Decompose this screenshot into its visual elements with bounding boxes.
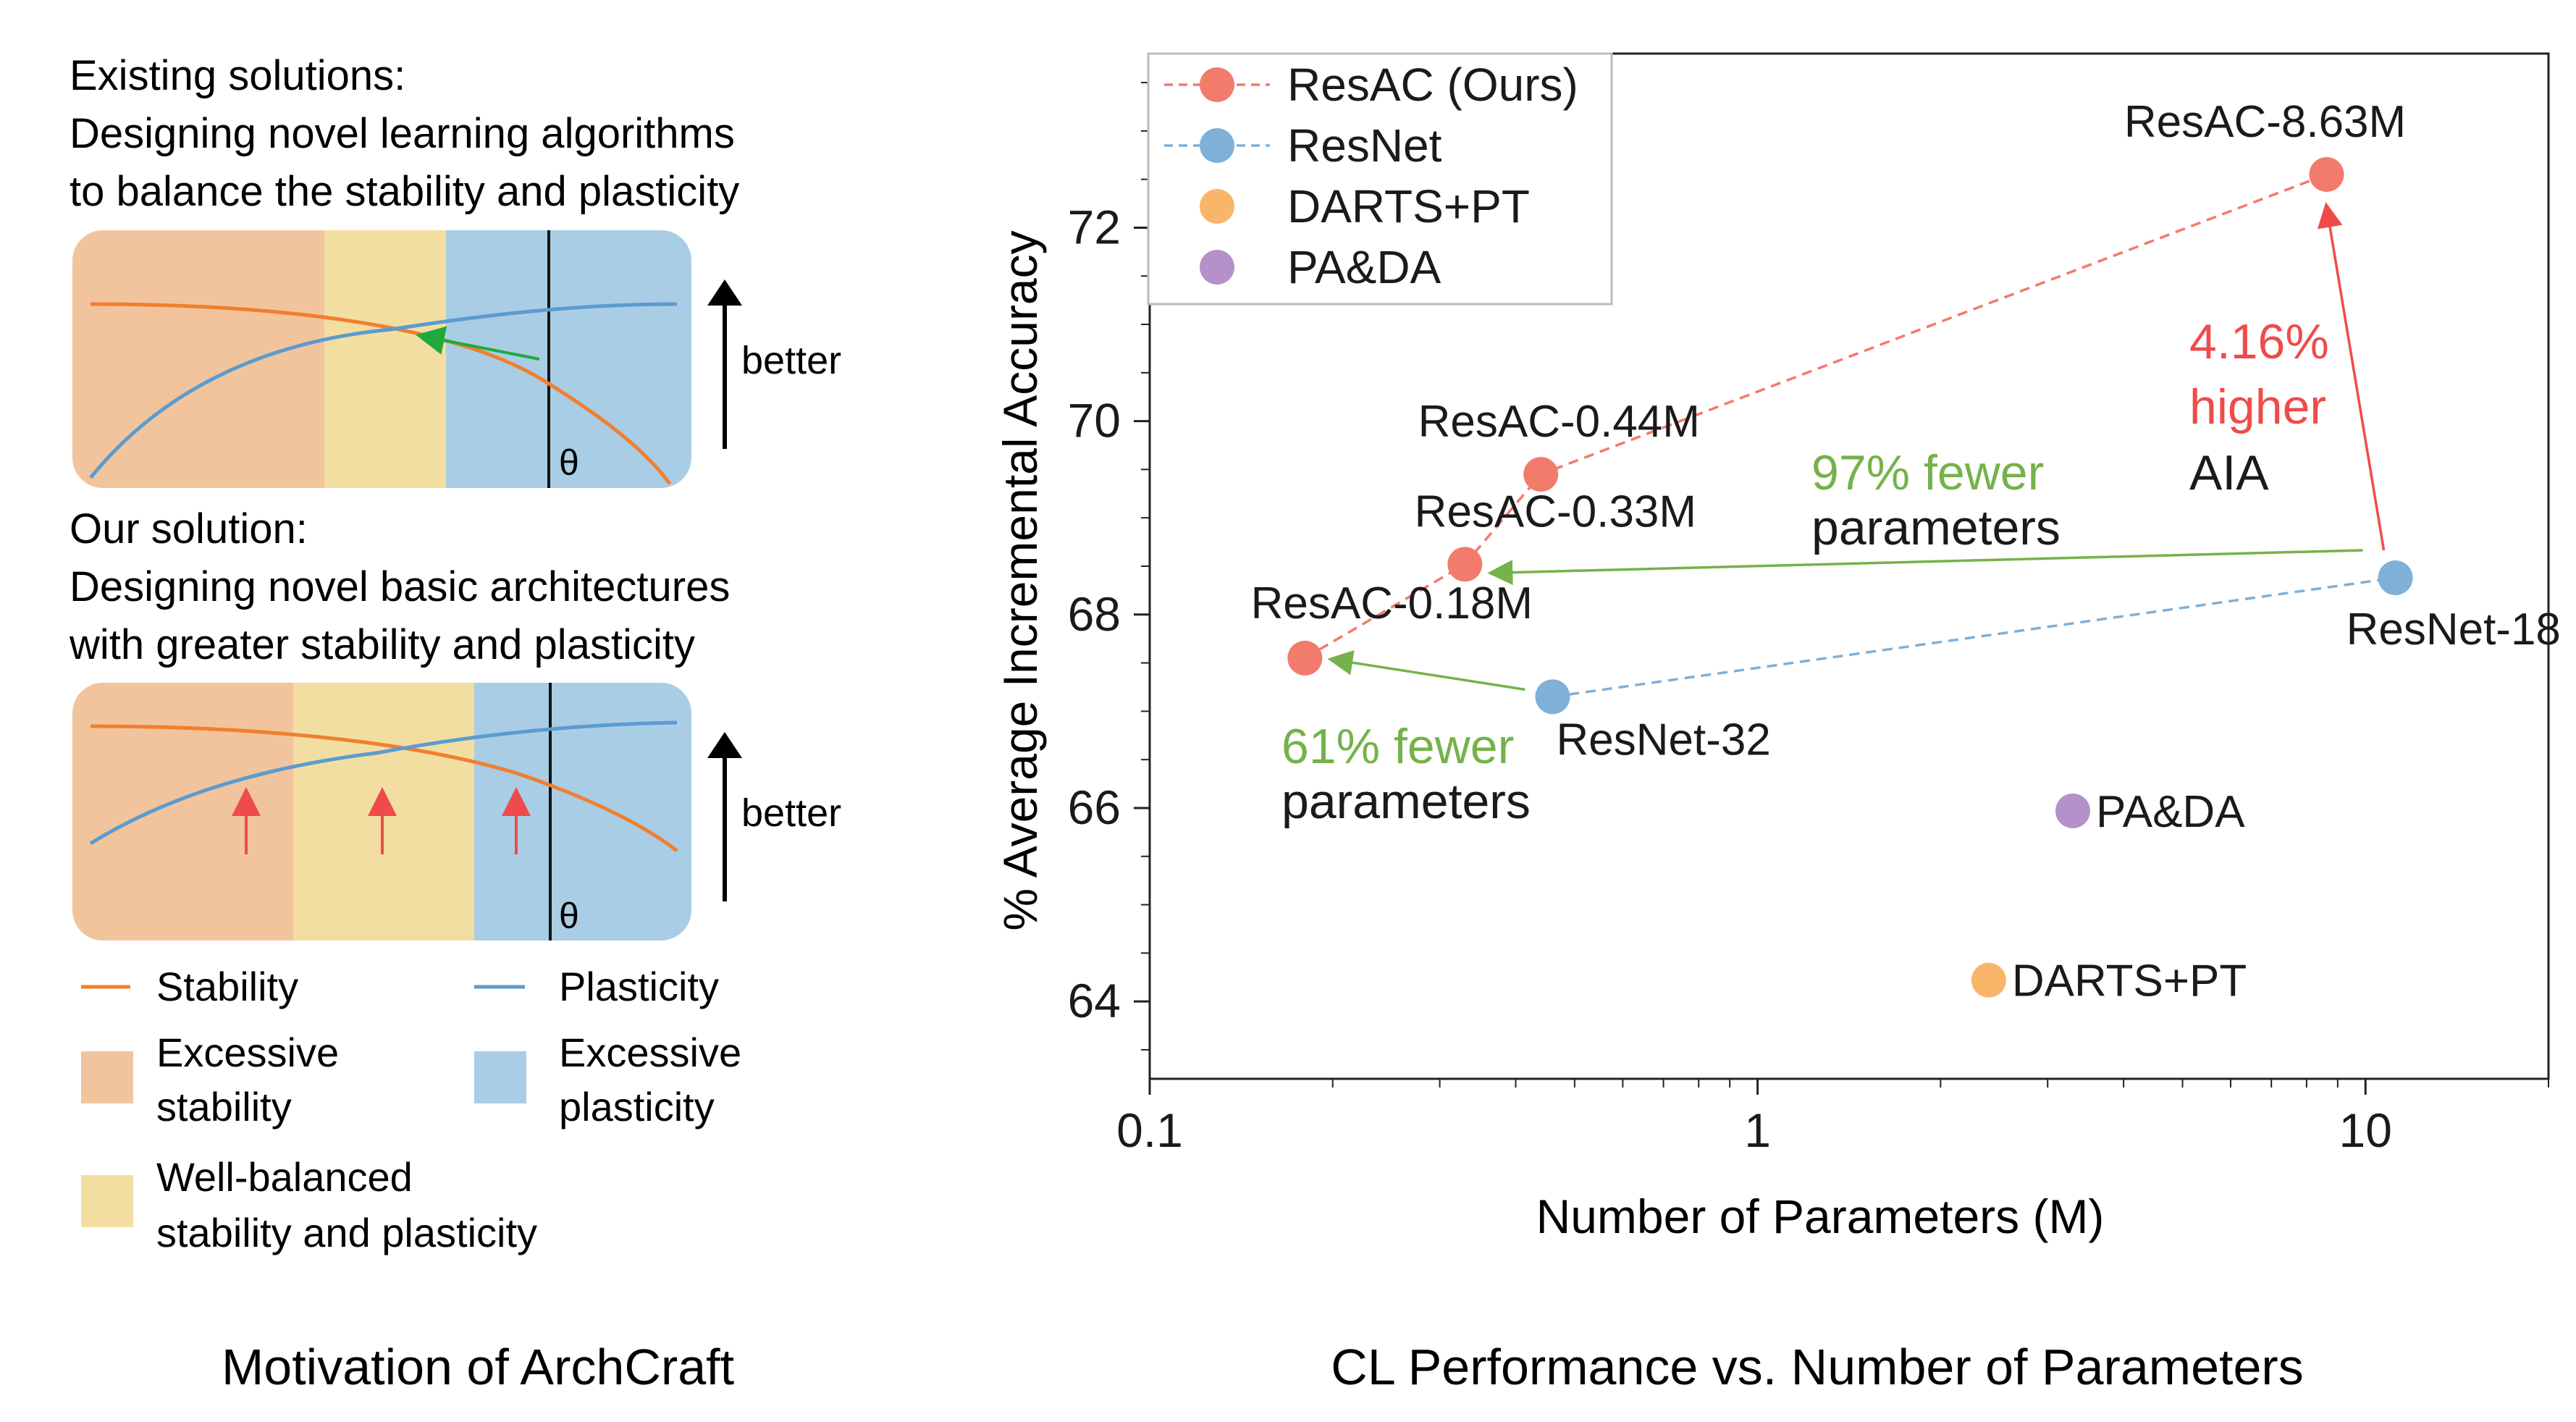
excessive-stability-label-2: stability [156, 1084, 292, 1129]
y-tick-label: 68 [1068, 587, 1121, 641]
data-label: PA&DA [2096, 787, 2245, 837]
legend-label: PA&DA [1287, 241, 1441, 293]
excessive-plasticity-swatch [474, 1051, 526, 1103]
data-label: ResAC-0.44M [1418, 397, 1700, 447]
stability-curve [90, 302, 672, 485]
shift-arrow [416, 326, 540, 361]
theta-label: θ [559, 896, 579, 936]
legend-marker [1200, 128, 1234, 163]
y-tick-label: 66 [1068, 781, 1121, 834]
excessive-plasticity-region [446, 230, 691, 488]
plasticity-curve [89, 302, 678, 479]
chart-panel: 0.1 1 10 64 66 68 70 72 Number of Parameters (… [993, 52, 2561, 1395]
better-label: better [741, 339, 841, 382]
fewer97-label-line2: parameters [1811, 500, 2061, 555]
existing-solutions-title: Existing solutions: [70, 52, 405, 99]
data-label: ResAC-8.63M [2124, 97, 2406, 147]
theta-label: θ [559, 442, 579, 483]
legend-marker [1200, 250, 1234, 285]
legend-items: ResAC (Ours) ResNet DARTS+PT PA&DA [1164, 59, 1578, 293]
excessive-stability-swatch [81, 1051, 133, 1103]
data-label: ResNet-32 [1556, 715, 1770, 765]
better-label: better [741, 791, 841, 835]
motivation-legend: Stability Plasticity Excessive stability… [81, 964, 741, 1255]
y-axis: 64 66 68 70 72 [1068, 82, 1150, 1051]
legend-label: ResNet [1287, 119, 1442, 172]
well-balanced-swatch [81, 1175, 133, 1227]
our-solution-diagram: θ better [72, 683, 841, 941]
excessive-plasticity-label-1: Excessive [559, 1030, 741, 1075]
series-line [1552, 576, 2396, 699]
our-solution-line1: Designing novel basic architectures [70, 563, 730, 610]
data-points [1287, 156, 2413, 998]
chart-legend: ResAC (Ours) ResNet DARTS+PT PA&DA [1147, 52, 1613, 306]
chart-caption: CL Performance vs. Number of Parameters [1331, 1339, 2303, 1395]
legend-marker [1200, 189, 1234, 224]
point-labels: ResAC-0.18M ResAC-0.33M ResAC-0.44M ResAC-8… [1251, 97, 2561, 1006]
higher-label-line3: AIA [2189, 445, 2269, 500]
data-label: ResNet-18 [2346, 605, 2561, 655]
data-point [1447, 547, 1483, 582]
existing-solutions-line1: Designing novel learning algorithms [70, 110, 735, 157]
data-label: ResAC-0.18M [1251, 579, 1533, 628]
y-tick-label: 64 [1068, 974, 1121, 1027]
data-point [1523, 457, 1559, 492]
data-label: ResAC-0.33M [1415, 487, 1696, 537]
legend-label: DARTS+PT [1287, 180, 1530, 232]
series-line [1304, 173, 2328, 660]
plasticity-curve [89, 720, 678, 846]
stability-legend-label: Stability [156, 964, 298, 1009]
x-tick-label: 0.1 [1116, 1103, 1183, 1157]
excessive-stability-region [72, 683, 293, 941]
y-tick-label: 72 [1068, 200, 1121, 253]
data-point [1971, 962, 2006, 998]
fewer97-label-line1: 97% fewer [1811, 445, 2044, 500]
existing-solution-diagram: θ better [72, 230, 841, 488]
data-label: DARTS+PT [2012, 956, 2247, 1006]
data-point [2055, 793, 2090, 828]
data-point [2309, 156, 2344, 192]
higher-label-line1: 4.16% [2189, 314, 2329, 369]
y-axis-label: % Average Incremental Accuracy [993, 230, 1047, 930]
x-tick-label: 10 [2339, 1103, 2392, 1157]
excessive-stability-label-1: Excessive [156, 1030, 339, 1075]
stability-curve [90, 724, 678, 852]
fewer61-label-line2: parameters [1281, 774, 1531, 829]
higher-arrow [2317, 202, 2386, 551]
plasticity-legend-label: Plasticity [559, 964, 719, 1009]
motivation-caption: Motivation of ArchCraft [222, 1339, 734, 1395]
data-point [2378, 560, 2413, 596]
fewer61-label-line1: 61% fewer [1281, 719, 1514, 774]
y-tick-label: 70 [1068, 394, 1121, 447]
data-point [1535, 679, 1570, 715]
legend-label: ResAC (Ours) [1287, 59, 1578, 111]
well-balanced-region [324, 230, 446, 488]
x-axis: 0.1 1 10 [1116, 1079, 2549, 1157]
motivation-panel: Existing solutions: Designing novel lear… [69, 52, 841, 1395]
annotation-arrows [1327, 202, 2386, 691]
fewer61-arrow [1327, 649, 1525, 691]
fewer97-arrow [1487, 549, 2363, 586]
x-axis-label: Number of Parameters (M) [1536, 1190, 2105, 1243]
higher-label-line2: higher [2189, 379, 2326, 434]
our-solution-title: Our solution: [70, 505, 308, 552]
excessive-stability-region [72, 230, 324, 488]
excessive-plasticity-label-2: plasticity [559, 1084, 715, 1129]
well-balanced-label-1: Well-balanced [156, 1154, 413, 1200]
series-lines [1304, 173, 2396, 699]
data-point [1287, 640, 1323, 676]
x-tick-label: 1 [1744, 1103, 1771, 1157]
our-solution-line2: with greater stability and plasticity [69, 621, 695, 668]
existing-solutions-line2: to balance the stability and plasticity [70, 168, 739, 215]
well-balanced-label-2: stability and plasticity [156, 1210, 537, 1255]
legend-marker [1200, 67, 1234, 102]
